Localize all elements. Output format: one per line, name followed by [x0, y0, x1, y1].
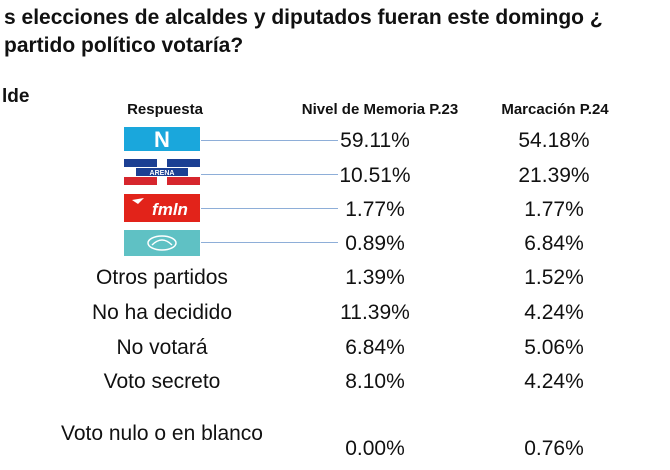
memoria-value: 1.77% [345, 198, 405, 221]
memoria-value: 8.10% [345, 370, 405, 393]
memoria-value: 0.89% [345, 232, 405, 255]
title-line-1: s elecciones de alcaldes y diputados fue… [4, 6, 603, 29]
marcacion-value: 4.24% [524, 370, 584, 393]
row-label: Voto secreto [103, 370, 221, 393]
memoria-value: 11.39% [340, 301, 410, 324]
row-label: Voto nulo o en blanco [60, 422, 263, 445]
connector-line [201, 242, 338, 243]
header-marcacion: Marcación P.24 [501, 101, 609, 118]
arena-logo: ARENA [124, 159, 200, 185]
marcacion-value: 0.76% [524, 437, 584, 460]
marcacion-value: 5.06% [524, 336, 584, 359]
memoria-value: 0.00% [345, 437, 405, 460]
connector-line [201, 208, 338, 209]
marcacion-value: 4.24% [524, 301, 584, 324]
gana-logo [124, 230, 200, 256]
svg-text:fmln: fmln [152, 200, 188, 219]
nuevas-ideas-logo: N [124, 127, 200, 151]
row-label: No ha decidido [91, 301, 233, 324]
header-nivel-memoria: Nivel de Memoria P.23 [301, 101, 459, 118]
row-label: No votará [116, 336, 208, 359]
marcacion-value: 1.52% [524, 266, 584, 289]
marcacion-value: 54.18% [518, 129, 590, 152]
marcacion-value: 21.39% [518, 164, 590, 187]
svg-text:ARENA: ARENA [150, 170, 175, 177]
header-respuesta: Respuesta [127, 101, 203, 118]
memoria-value: 59.11% [340, 129, 410, 152]
memoria-value: 6.84% [345, 336, 405, 359]
marcacion-value: 6.84% [524, 232, 584, 255]
connector-line [201, 140, 338, 141]
side-label: lde [2, 86, 30, 107]
memoria-value: 1.39% [345, 266, 405, 289]
memoria-value: 10.51% [339, 164, 411, 187]
title-line-2: partido político votaría? [4, 34, 244, 57]
marcacion-value: 1.77% [524, 198, 584, 221]
row-label: Otros partidos [96, 266, 228, 289]
connector-line [201, 174, 338, 175]
fmln-logo: fmln [124, 194, 200, 222]
svg-text:N: N [154, 127, 170, 151]
